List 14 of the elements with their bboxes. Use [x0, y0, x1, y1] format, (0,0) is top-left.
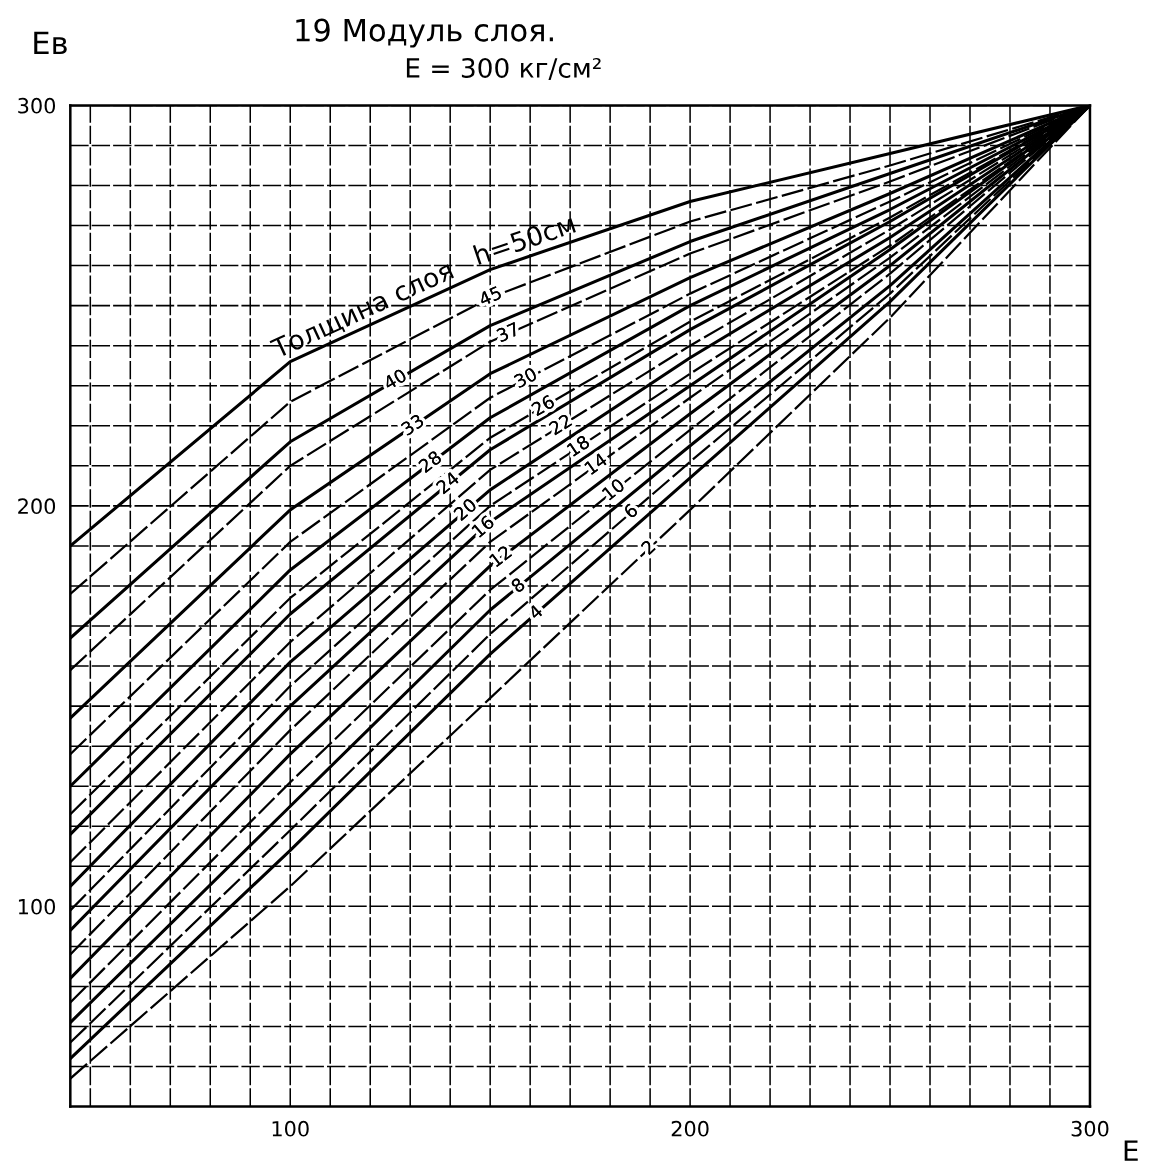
x-tick-label: 200	[671, 1120, 709, 1137]
y-tick-label: 200	[18, 498, 56, 515]
x-axis-title: E	[1124, 1140, 1138, 1161]
text: 10	[601, 477, 626, 501]
y-tick-label: 300	[18, 97, 56, 114]
chart-subtitle: E = 300 кг/см²	[406, 57, 601, 80]
x-tick-label: 100	[272, 1120, 309, 1137]
text: 37	[495, 321, 520, 343]
y-axis-title: Eв	[34, 31, 67, 54]
text: 6	[622, 502, 639, 519]
x-tick-label: 300	[1071, 1120, 1109, 1137]
y-tick-label: 100	[18, 898, 56, 915]
text: 30	[513, 366, 538, 389]
chart-title: 19 Модуль слоя.	[296, 18, 553, 48]
